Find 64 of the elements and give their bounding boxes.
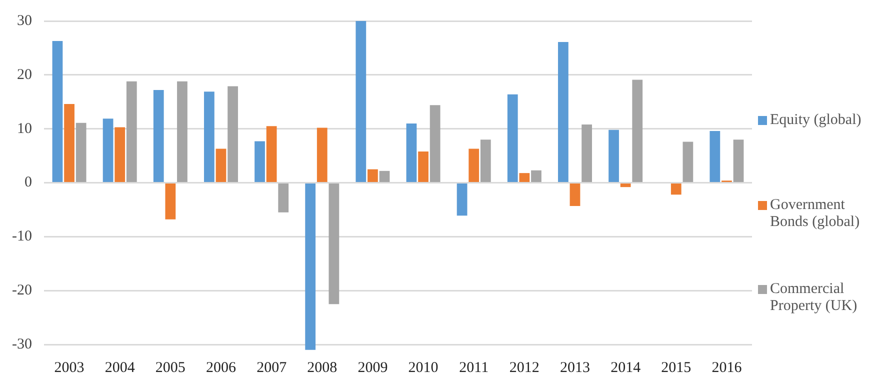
y-tick-label: -30 [12,336,32,352]
bar [305,184,316,350]
bar [64,104,74,182]
bar [254,141,265,182]
bar [126,81,137,182]
bar [620,184,631,188]
bar [153,90,164,182]
y-tick-label: 10 [16,120,32,137]
bar [177,81,188,182]
bar [430,105,440,182]
legend-label: Government Bonds (global) [770,197,861,231]
x-tick-label: 2008 [307,360,338,376]
bar [165,184,176,220]
bar [519,173,530,182]
bar [52,40,63,182]
bar [682,142,694,182]
x-tick-label: 2016 [712,360,742,376]
bar [608,130,619,182]
x-tick-label: 2009 [358,360,388,376]
bar [114,127,126,182]
y-tick-label: -10 [12,228,32,245]
bar [480,140,491,182]
bar [76,122,86,182]
bar [531,170,542,182]
x-tick-label: 2015 [661,360,692,376]
bar [204,92,214,182]
y-tick-label: 0 [24,174,32,191]
x-tick-label: 2005 [155,360,186,376]
bar [670,184,682,195]
bar [216,148,226,182]
x-tick-label: 2012 [509,360,540,376]
x-tick-label: 2014 [610,360,642,376]
x-tick-label: 2007 [256,360,288,376]
bar [710,131,720,182]
bar [468,148,480,182]
x-tick-label: 2011 [459,360,489,376]
bar [558,42,568,182]
bar [632,80,643,182]
x-tick-label: 2006 [206,360,236,376]
bar [406,123,417,182]
bar [278,184,289,212]
legend-label: Equity (global) [770,112,862,129]
bar [570,184,580,206]
bar [102,118,114,182]
bar [228,86,238,182]
x-tick-label: 2010 [408,360,438,376]
y-tick-label: 20 [16,66,32,83]
legend-label: Commercial Property (UK) [770,281,858,315]
bar [507,94,518,182]
x-tick-label: 2004 [104,360,136,376]
bar [379,170,390,182]
y-tick-label: -20 [12,282,32,299]
bar [356,21,366,182]
x-tick-label: 2003 [54,360,84,376]
bar [456,184,468,216]
bar [266,126,277,182]
bar [418,151,428,182]
bar [368,169,378,182]
bar [733,140,744,182]
y-tick-label: 30 [16,12,32,29]
bar [328,184,340,304]
bar [316,128,328,182]
x-tick-label: 2013 [560,360,590,376]
bar [582,124,592,182]
